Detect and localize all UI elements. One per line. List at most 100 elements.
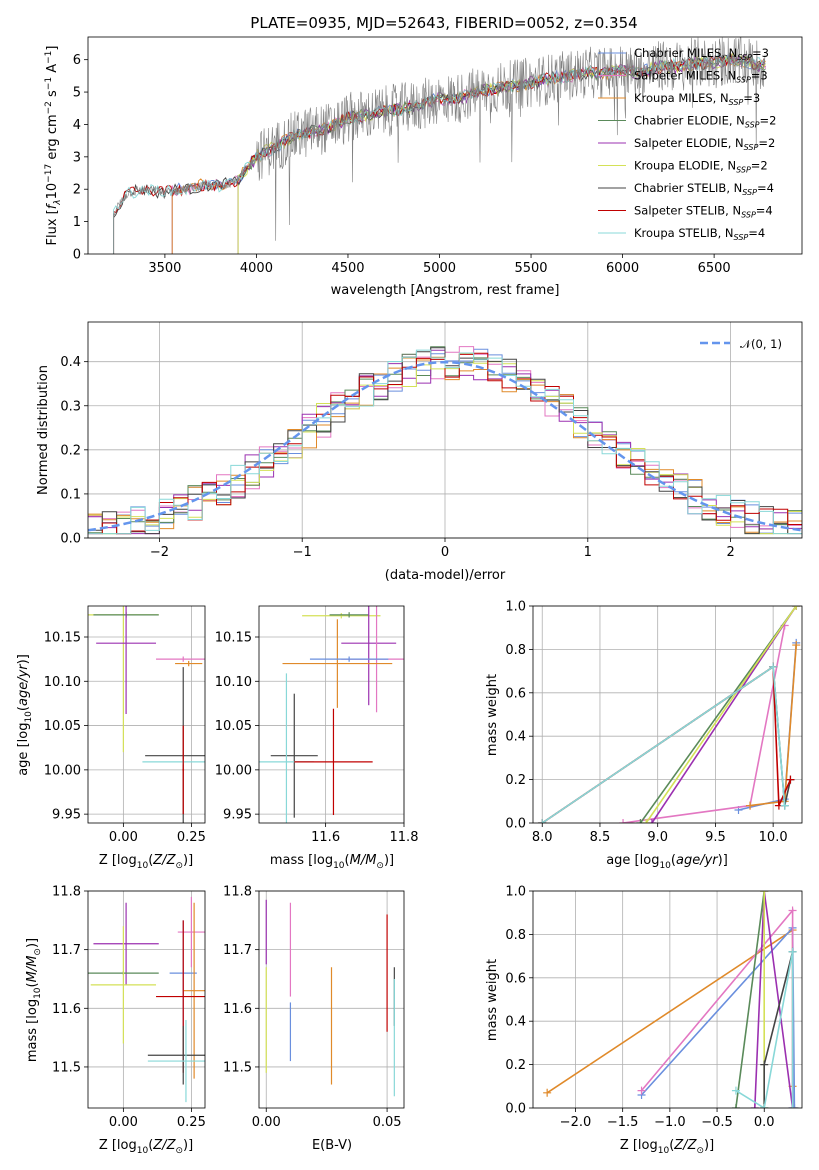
y-tick-label: 11.6 (52, 1002, 81, 1017)
histogram-step (88, 347, 802, 535)
legend-entry-label: Chabrier ELODIE, NSSP=2 (634, 114, 776, 130)
plot-area (88, 606, 205, 823)
model-line (113, 53, 765, 254)
y-tick-label: 1 (73, 215, 81, 230)
x-tick-label: 0.00 (109, 830, 138, 845)
y-tick-label: 0.2 (505, 1058, 526, 1073)
mass-weight-line (735, 891, 765, 1108)
mass-weight-line (541, 665, 786, 823)
y-tick-label: 0.0 (505, 1102, 526, 1117)
x-tick-label: −1.0 (654, 1115, 686, 1130)
plot-area (538, 606, 801, 823)
y-tick-label: 10.15 (215, 631, 252, 646)
x-axis-label: Z [log10(Z/Z⊙)] (99, 1138, 193, 1156)
panel-residuals: −2 −1 0 1 2 0.0 0.1 0.2 0.3 0.4 𝒩(0, 1) (data-model… (36, 321, 803, 583)
y-tick-label: 0 (73, 248, 81, 263)
plus-marker (792, 606, 801, 610)
y-tick-label: 0.8 (505, 643, 526, 658)
panel-massweight_vs_age: 8.0 8.5 9.0 9.5 10.0 0.0 0.2 0.4 0.6 0.8 1.0 age [l… (485, 600, 803, 871)
plus-marker (731, 1104, 740, 1108)
x-tick-label: 6000 (606, 261, 639, 276)
residual-legend: 𝒩(0, 1) (700, 337, 782, 351)
y-axis-label: mass weight (485, 674, 500, 756)
y-axis-label: age [log10(age/yr)] (16, 654, 34, 776)
axes-frame (532, 890, 803, 1109)
normal-curve (88, 360, 802, 532)
plot-area (543, 891, 799, 1108)
mass-weight-line (640, 925, 796, 1108)
histogram-step (88, 349, 802, 535)
axes-frame (258, 605, 405, 824)
x-tick-label: 4000 (240, 261, 273, 276)
y-tick-label: 10.05 (215, 719, 252, 734)
mass-weight-line (754, 891, 794, 1108)
x-tick-label: 8.5 (590, 830, 611, 845)
legend-entry-label: Kroupa ELODIE, NSSP=2 (634, 159, 768, 175)
panel-spectrum: 3500 4000 4500 5000 5500 6000 6500 0 1 2 3 4 5 6 Chabr… (44, 36, 803, 298)
plot-area (113, 37, 766, 254)
y-tick-label: 3 (73, 150, 81, 165)
plus-marker (642, 819, 651, 823)
x-tick-label: 6500 (698, 261, 731, 276)
x-tick-label: 8.0 (532, 830, 553, 845)
y-tick-label: 0.4 (505, 730, 526, 745)
x-tick-label: −2.0 (560, 1115, 592, 1130)
mass-weight-line (541, 665, 792, 823)
plot-area (259, 606, 404, 823)
y-tick-label: 5 (73, 86, 81, 101)
y-tick-label: 0.6 (505, 686, 526, 701)
y-tick-label: 0.0 (60, 532, 81, 547)
histogram-step (88, 352, 802, 535)
plus-marker (746, 801, 755, 810)
x-tick-label: 2 (726, 545, 734, 560)
x-tick-label: −0.5 (701, 1115, 733, 1130)
y-axis-label: mass weight (485, 959, 500, 1041)
mass-weight-line (645, 606, 797, 823)
x-tick-label: −1.5 (607, 1115, 639, 1130)
x-tick-label: 11.6 (311, 830, 340, 845)
legend-entry-label: Salpeter STELIB, NSSP=4 (634, 204, 773, 220)
mass-weight-line (546, 928, 796, 1108)
plot-area (88, 896, 205, 1103)
y-tick-label: 11.6 (223, 1002, 252, 1017)
plus-marker (788, 906, 797, 915)
plus-marker (769, 662, 778, 671)
panel-mass_vs_ebv: 0.00 0.05 11.5 11.6 11.7 11.8 E(B-V) (223, 885, 405, 1153)
plus-marker (731, 1086, 740, 1095)
legend-entry-label: Chabrier MILES, NSSP=3 (634, 46, 769, 62)
spectrum-legend: Chabrier MILES, NSSP=3 Salpeter MILES, NS… (598, 46, 776, 242)
legend-entry-label: Chabrier STELIB, NSSP=4 (634, 181, 774, 197)
plot-area (265, 899, 395, 1097)
panel-age_vs_mass: 11.6 11.8 9.95 10.00 10.05 10.10 10.15 mass [lo… (215, 605, 418, 871)
y-tick-label: 11.7 (52, 943, 81, 958)
axes-frame (258, 890, 405, 1109)
axes-frame (532, 605, 803, 824)
plus-marker (543, 1088, 552, 1097)
x-tick-label: 10.0 (759, 830, 788, 845)
x-tick-label: 5500 (514, 261, 547, 276)
plus-marker (780, 801, 789, 810)
x-axis-label: (data-model)/error (385, 568, 506, 583)
mass-weight-line (735, 951, 794, 1108)
x-axis-label: Z [log10(Z/Z⊙)] (620, 1138, 714, 1156)
plus-marker (636, 819, 645, 823)
y-tick-label: 11.5 (223, 1060, 252, 1075)
y-tick-label: 11.7 (223, 943, 252, 958)
legend-entry-label: 𝒩(0, 1) (740, 337, 782, 351)
y-axis-label: Normed distribution (36, 365, 51, 495)
x-tick-label: 0.05 (373, 1115, 402, 1130)
panel-massweight_vs_Z: −2.0 −1.5 −1.0 −0.5 0.0 0.0 0.2 0.4 0.6 0.8 1.0 Z [… (485, 885, 803, 1156)
y-tick-label: 4 (73, 118, 81, 133)
axes-frame (87, 36, 803, 255)
x-tick-label: 4500 (331, 261, 364, 276)
x-tick-label: −1 (293, 545, 312, 560)
x-tick-label: 0.25 (177, 1115, 206, 1130)
y-tick-label: 10.00 (215, 763, 252, 778)
y-tick-label: 11.8 (52, 885, 81, 900)
y-tick-label: 11.5 (52, 1060, 81, 1075)
y-tick-label: 0.4 (60, 355, 81, 370)
x-tick-label: 9.0 (647, 830, 668, 845)
plus-marker (750, 1104, 759, 1108)
y-tick-label: 0.4 (505, 1015, 526, 1030)
y-tick-label: 10.05 (44, 719, 81, 734)
